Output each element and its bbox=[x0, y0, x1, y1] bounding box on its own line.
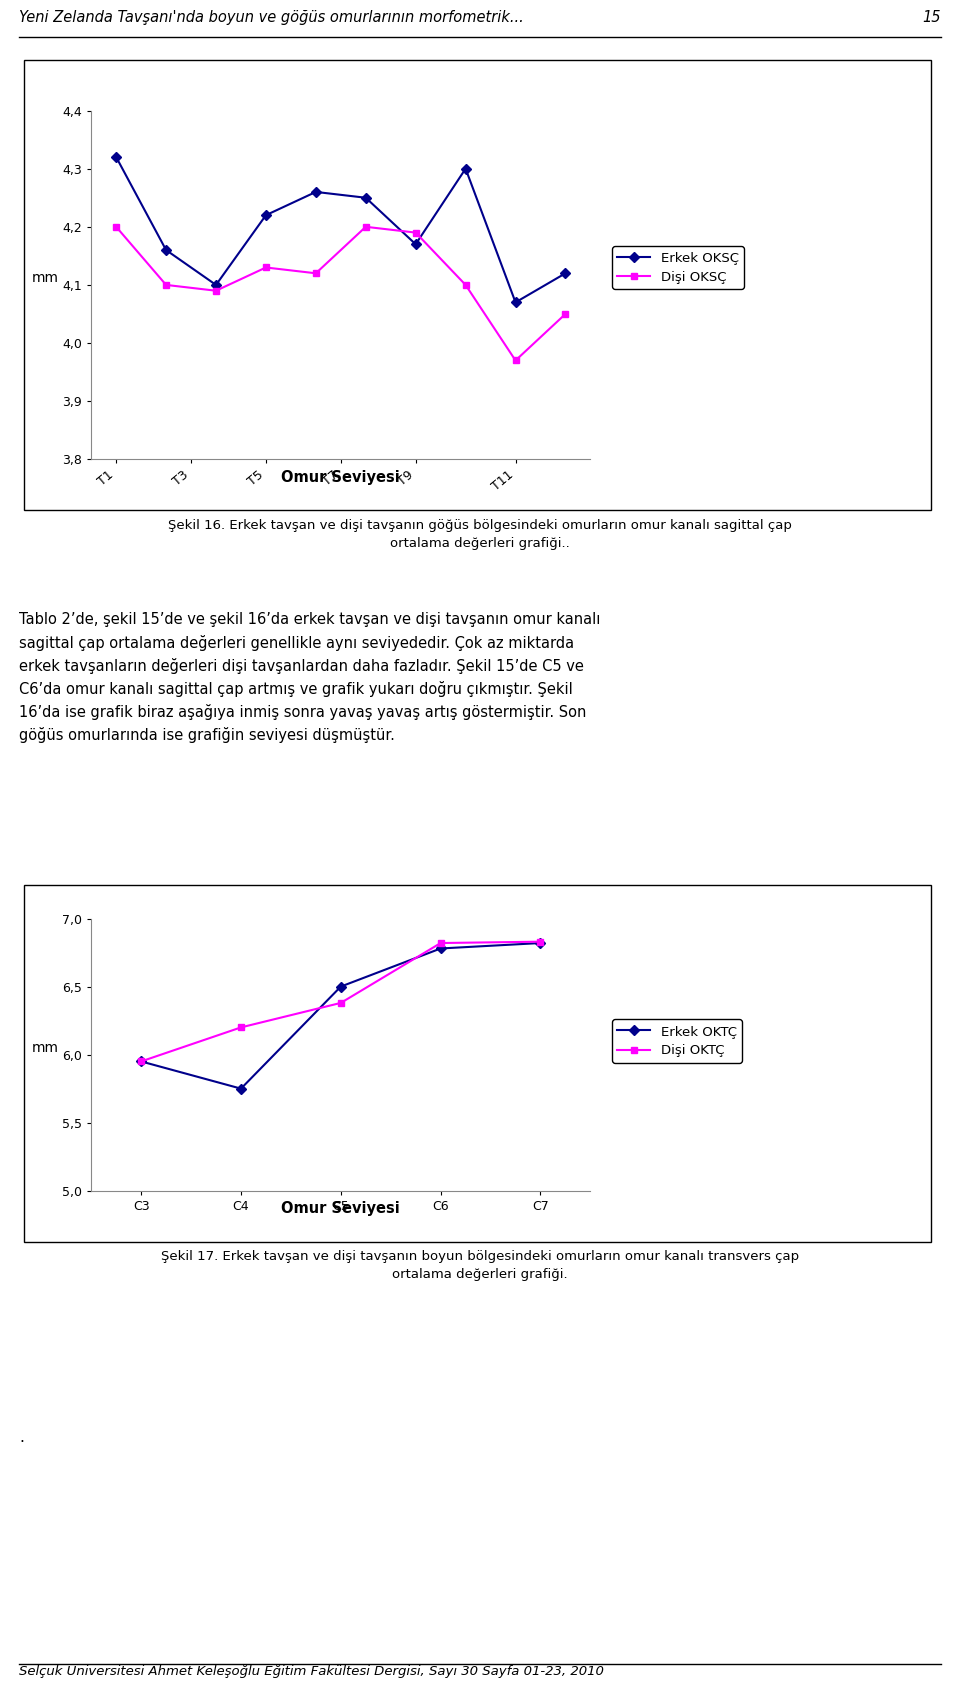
Y-axis label: mm: mm bbox=[32, 1041, 59, 1055]
Text: Şekil 16. Erkek tavşan ve dişi tavşanın göğüs bölgesindeki omurların omur kanalı: Şekil 16. Erkek tavşan ve dişi tavşanın … bbox=[168, 519, 792, 549]
Y-axis label: mm: mm bbox=[32, 270, 60, 284]
Text: Omur Seviyesi: Omur Seviyesi bbox=[281, 469, 400, 485]
Text: Tablo 2’de, şekil 15’de ve şekil 16’da erkek tavşan ve dişi tavşanın omur kanalı: Tablo 2’de, şekil 15’de ve şekil 16’da e… bbox=[19, 612, 601, 743]
Text: Omur Seviyesi: Omur Seviyesi bbox=[281, 1201, 400, 1216]
Text: Şekil 17. Erkek tavşan ve dişi tavşanın boyun bölgesindeki omurların omur kanalı: Şekil 17. Erkek tavşan ve dişi tavşanın … bbox=[161, 1250, 799, 1281]
Legend: Erkek OKSÇ, Dişi OKSÇ: Erkek OKSÇ, Dişi OKSÇ bbox=[612, 247, 744, 289]
Text: 15: 15 bbox=[923, 10, 941, 24]
Text: Yeni Zelanda Tavşanı'nda boyun ve göğüs omurlarının morfometrik...: Yeni Zelanda Tavşanı'nda boyun ve göğüs … bbox=[19, 10, 524, 24]
Legend: Erkek OKTÇ, Dişi OKTÇ: Erkek OKTÇ, Dişi OKTÇ bbox=[612, 1019, 742, 1063]
Text: Selçuk Üniversitesi Ahmet Keleşoğlu Eğitim Fakültesi Dergisi, Sayı 30 Sayfa 01-2: Selçuk Üniversitesi Ahmet Keleşoğlu Eğit… bbox=[19, 1664, 604, 1679]
Text: .: . bbox=[19, 1431, 24, 1444]
